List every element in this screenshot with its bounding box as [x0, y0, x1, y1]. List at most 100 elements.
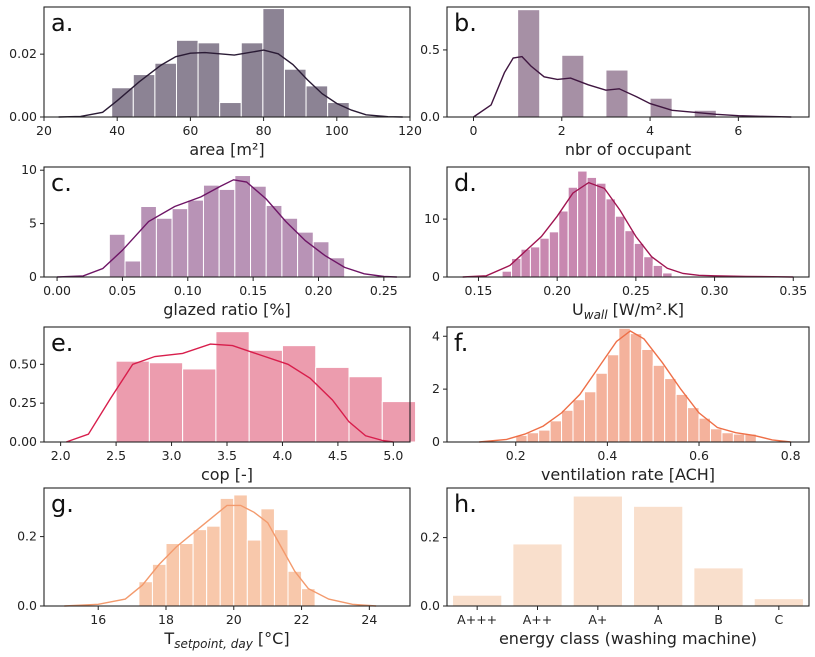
x-tick-label: 0.00 — [43, 283, 71, 298]
x-tick-label: 18 — [158, 612, 174, 627]
y-tick-label: 0 — [432, 269, 440, 284]
histogram-bar — [179, 543, 194, 607]
panel-f: 0.2 0.4 0.6 0.8 0 2 4 ventilation rate [ACH] f. — [432, 326, 810, 484]
panel-letter: c. — [51, 169, 72, 197]
x-tick-label: 120 — [398, 123, 422, 138]
histogram-bar — [165, 543, 181, 607]
x-tick-label: 60 — [182, 123, 198, 138]
histogram-bar — [233, 494, 248, 607]
plot-frame — [446, 326, 810, 443]
x-tick-label: 40 — [109, 123, 125, 138]
histogram-bar — [124, 260, 142, 278]
histogram-bar — [219, 497, 235, 607]
x-tick-label: 22 — [294, 612, 310, 627]
kde-line — [462, 181, 794, 278]
x-axis-label: glazed ratio [%] — [163, 300, 291, 319]
histogram-bar — [596, 182, 607, 278]
histogram-bar — [538, 429, 551, 443]
histogram-bar — [348, 376, 383, 443]
y-tick-label: 0.00 — [9, 109, 37, 124]
x-axis-label: cop [-] — [201, 465, 253, 484]
x-tick-label: 0.30 — [701, 283, 729, 298]
x-tick-label: 2.0 — [51, 448, 71, 463]
x-tick-label: 20 — [36, 123, 52, 138]
category-bar — [754, 599, 803, 606]
panel-letter: h. — [454, 490, 477, 518]
histogram-bar — [586, 176, 598, 278]
y-tick-label: 0.0 — [17, 598, 37, 613]
histogram-bar — [675, 393, 689, 443]
histogram-bar — [721, 432, 734, 443]
histogram-bar — [687, 407, 700, 443]
x-tick-label: 0.20 — [543, 283, 571, 298]
x-tick-label: 16 — [90, 612, 106, 627]
kde-line — [58, 49, 403, 118]
histogram-bar — [652, 264, 664, 278]
x-tick-label: 100 — [325, 123, 349, 138]
panel-a: 20 40 60 80 100 120 0.00 0.02 area [m²] a. — [9, 6, 422, 159]
x-tick-label: A++ — [523, 612, 553, 627]
histogram-bar — [529, 246, 541, 278]
histogram-bar — [281, 217, 299, 278]
histogram-bar — [265, 204, 283, 278]
histogram-bar — [606, 354, 620, 443]
x-tick-label: 0.6 — [689, 448, 709, 463]
histogram-bar — [605, 198, 616, 278]
y-tick-label: 0.02 — [9, 46, 37, 61]
y-tick-label: 0.25 — [9, 395, 37, 410]
plot-frame — [43, 166, 411, 278]
x-tick-label: B — [714, 612, 723, 627]
histogram-bar — [148, 362, 184, 443]
histogram-bar — [548, 231, 560, 278]
histogram-bar — [187, 199, 204, 278]
y-tick-label: 5 — [29, 216, 37, 231]
category-bar — [513, 544, 562, 606]
histogram-bar — [501, 270, 513, 278]
histogram-bar — [218, 188, 236, 278]
kde-line — [65, 343, 394, 443]
histogram-bar — [558, 210, 569, 278]
histogram-bar — [539, 237, 550, 278]
category-bar — [573, 496, 622, 606]
y-tick-label: 2 — [432, 381, 440, 396]
x-tick-label: 2.5 — [106, 448, 126, 463]
histogram-bar — [246, 539, 262, 607]
histogram-bar — [641, 348, 654, 443]
histogram-bar — [732, 433, 746, 443]
histogram-bar — [248, 349, 283, 443]
y-tick-label: 0.0 — [420, 598, 440, 613]
x-axis-label: Tsetpoint, day [°C] — [163, 629, 289, 651]
x-tick-label: 0.8 — [781, 448, 801, 463]
y-tick-label: 0.2 — [420, 530, 440, 545]
histogram-bar — [140, 206, 157, 278]
panel-letter: f. — [454, 329, 468, 357]
plot-frame — [446, 487, 810, 607]
histogram-bar — [219, 102, 242, 118]
y-tick-label: 10 — [21, 162, 37, 177]
histogram-bar — [572, 399, 585, 443]
x-tick-label: 6 — [734, 123, 742, 138]
histogram-bar — [526, 432, 540, 443]
panel-g: 16 18 20 22 24 0.0 0.2 Tsetpoint, day [°C] g. — [17, 487, 411, 651]
histogram-bar — [549, 420, 563, 443]
plot-frame — [446, 6, 810, 118]
panel-e: 2.0 2.5 3.0 3.5 4.0 4.5 5.0 0.00 0.25 0.50 cop [-]… — [9, 326, 417, 484]
histogram-bar — [629, 333, 643, 443]
x-axis-label: ventilation rate [ACH] — [541, 465, 715, 484]
histogram-bar — [283, 68, 307, 118]
x-tick-label: A — [654, 612, 663, 627]
x-tick-label: 0.25 — [622, 283, 650, 298]
category-bar — [694, 568, 743, 606]
histogram-bar — [315, 366, 350, 443]
histogram-bar — [155, 217, 173, 278]
panel-letter: a. — [51, 9, 73, 37]
x-tick-label: 24 — [361, 612, 377, 627]
histogram-bar — [192, 529, 208, 607]
histogram-bar — [567, 186, 579, 278]
histogram-bar — [662, 272, 673, 278]
x-tick-label: 4.0 — [273, 448, 293, 463]
histogram-bar — [305, 85, 329, 118]
histogram-bar — [206, 525, 221, 607]
x-tick-label: 0.10 — [174, 283, 202, 298]
y-tick-label: 4 — [432, 328, 440, 343]
